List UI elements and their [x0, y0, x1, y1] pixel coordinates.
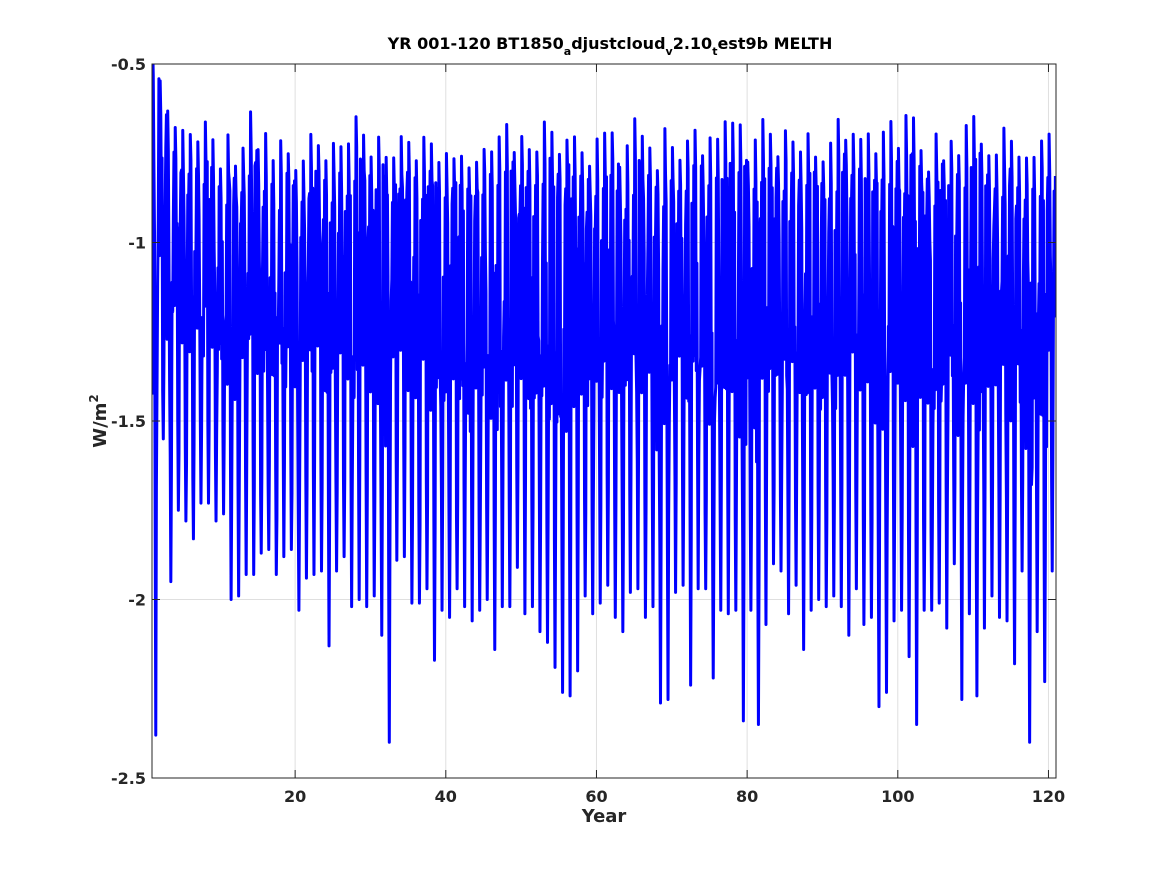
x-tick-label: 120 — [1032, 787, 1065, 806]
y-axis-title-sup: 2 — [87, 394, 101, 402]
x-tick-label: 100 — [881, 787, 914, 806]
chart-title-part: a — [564, 45, 571, 58]
chart-title-part: v — [666, 45, 674, 58]
series-line — [152, 64, 1056, 744]
y-tick-label: -2 — [128, 591, 146, 610]
x-axis-title: Year — [581, 806, 627, 827]
chart-title-part: t — [712, 45, 717, 58]
y-axis-title-base: W/m — [90, 403, 111, 448]
x-tick-label: 40 — [435, 787, 457, 806]
plot-area — [152, 64, 1056, 744]
y-tick-label: -1.5 — [111, 412, 146, 431]
y-tick-label: -2.5 — [111, 769, 146, 788]
chart-title-part: 2.10 — [673, 34, 712, 53]
y-axis: -0.5 -1 -1.5 -2 -2.5 — [111, 55, 1056, 788]
x-tick-label: 20 — [284, 787, 306, 806]
y-axis-title: W/m2 — [87, 394, 111, 448]
y-tick-label: -0.5 — [111, 55, 146, 74]
y-tick-label: -1 — [128, 234, 146, 253]
chart-title-part: YR 001-120 BT1850 — [387, 34, 564, 53]
chart-title-part: est9b MELTH — [717, 34, 832, 53]
chart-title: YR 001-120 BT1850adjustcloudv2.10test9b … — [387, 34, 833, 58]
chart-title-part: djustcloud — [571, 34, 665, 53]
x-tick-label: 60 — [585, 787, 607, 806]
x-axis: 20 40 60 80 100 120 — [284, 64, 1065, 806]
x-tick-label: 80 — [736, 787, 758, 806]
